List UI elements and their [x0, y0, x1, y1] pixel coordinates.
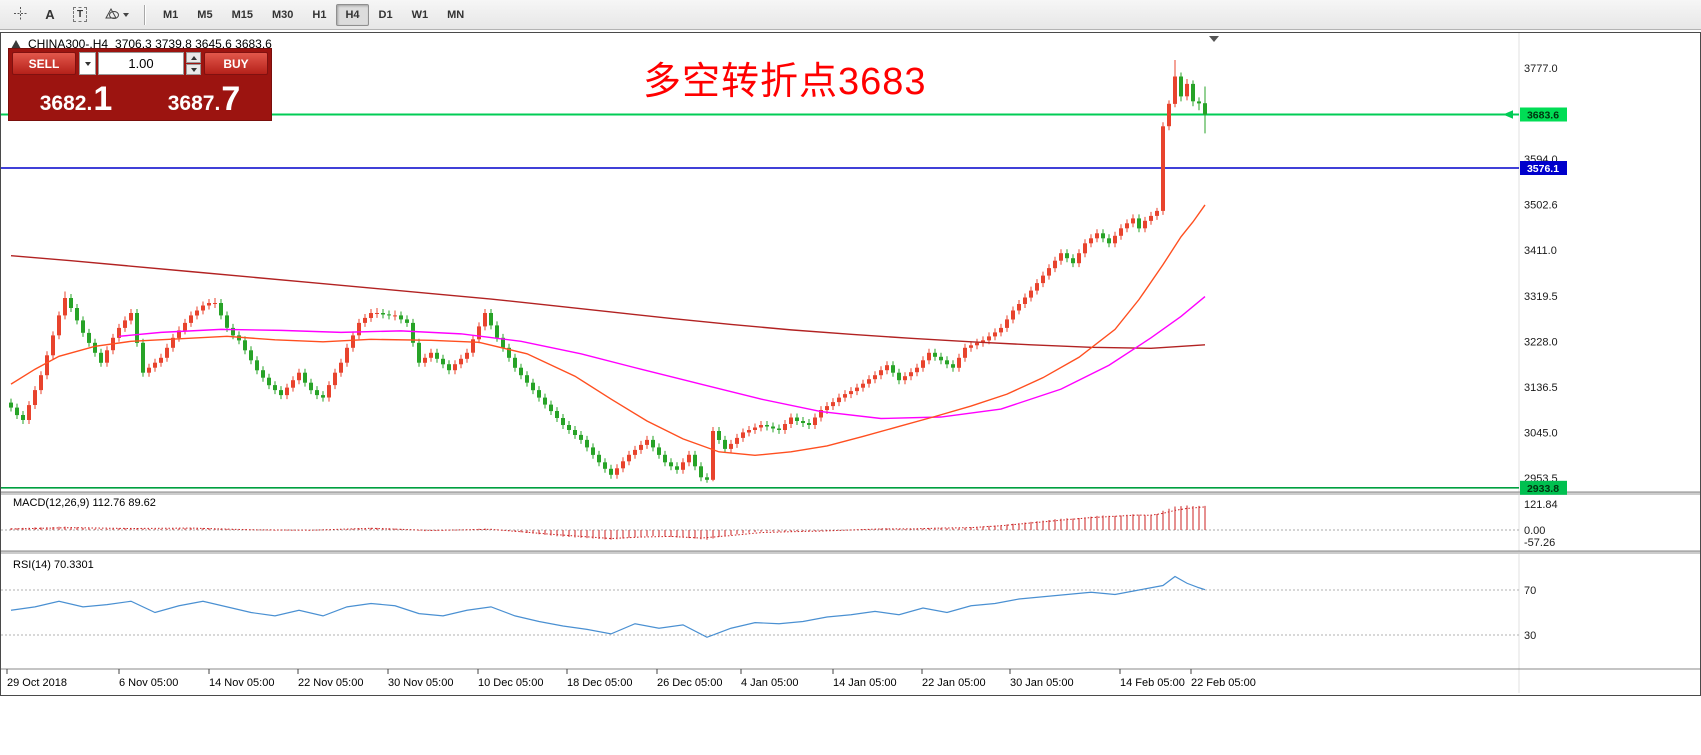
buy-price-main: 3687.	[167, 92, 221, 115]
volume-increase-button[interactable]	[186, 52, 201, 63]
buy-price: 3687. 7	[140, 75, 268, 117]
timeframe-group: M1 M5 M15 M30 H1 H4 D1 W1 MN	[154, 3, 473, 26]
timeframe-button-d1[interactable]: D1	[378, 8, 393, 21]
shapes-tool-button[interactable]	[96, 2, 136, 28]
toolbar: A T M1 M5 M15 M30 H1 H4 D1 W1 MN	[0, 0, 1701, 30]
text-box-icon: T	[72, 7, 88, 22]
ma-slow-line	[10, 255, 1206, 350]
price-badge-3576.1: 3576.1	[1520, 161, 1567, 175]
svg-text:3411.0: 3411.0	[1524, 245, 1557, 257]
svg-text:14 Nov 05:00: 14 Nov 05:00	[209, 677, 274, 689]
timeframe-button-h4[interactable]: H4	[336, 3, 369, 26]
svg-text:3319.5: 3319.5	[1524, 291, 1558, 303]
price-badge-2933.8: 2933.8	[1520, 480, 1567, 495]
svg-text:2933.8: 2933.8	[1527, 483, 1559, 495]
timeframe-button-m30[interactable]: M30	[271, 8, 294, 21]
volume-decrease-button[interactable]	[186, 64, 201, 75]
text-label-tool-button[interactable]: A	[36, 2, 64, 28]
shapes-icon	[103, 6, 120, 23]
crosshair-icon	[13, 6, 28, 24]
ohlc-values: 3706.3 3739.8 3645.6 3683.6	[115, 37, 272, 51]
svg-text:3777.0: 3777.0	[1524, 63, 1558, 75]
volume-stepper	[186, 52, 201, 75]
text-box-tool-button[interactable]: T	[66, 2, 94, 28]
volume-dropdown-button[interactable]	[79, 52, 96, 75]
price-badge-3683.6: 3683.6	[1520, 107, 1567, 122]
svg-text:0.00: 0.00	[1524, 525, 1545, 537]
timeframe-button-mn[interactable]: MN	[447, 8, 465, 21]
ma-mid-line	[118, 295, 1206, 420]
volume-group	[79, 52, 201, 75]
svg-text:6 Nov 05:00: 6 Nov 05:00	[119, 677, 178, 689]
svg-text:3045.0: 3045.0	[1524, 427, 1558, 439]
buy-price-big-digit: 7	[221, 80, 241, 119]
svg-text:30 Nov 05:00: 30 Nov 05:00	[388, 677, 453, 689]
sell-button[interactable]: SELL	[12, 52, 76, 75]
macd-indicator-label: MACD(12,26,9) 112.76 89.62	[13, 497, 156, 509]
svg-text:26 Dec 05:00: 26 Dec 05:00	[657, 677, 722, 689]
svg-text:10 Dec 05:00: 10 Dec 05:00	[478, 677, 543, 689]
candlesticks	[9, 60, 1207, 483]
pane-separator-macd-rsi	[1, 551, 1700, 554]
macd-signal-line	[10, 506, 1206, 540]
crosshair-tool-button[interactable]	[6, 2, 34, 28]
macd-histogram	[10, 505, 1206, 540]
svg-text:18 Dec 05:00: 18 Dec 05:00	[567, 677, 632, 689]
svg-text:-57.26: -57.26	[1524, 537, 1555, 549]
timeframe-button-h1[interactable]: H1	[312, 8, 327, 21]
svg-text:22 Nov 05:00: 22 Nov 05:00	[298, 677, 363, 689]
one-click-trade-panel: SELL BUY 3682. 1 3687. 7	[9, 49, 271, 120]
timeframe-button-m1[interactable]: M1	[163, 8, 179, 21]
svg-text:30: 30	[1524, 630, 1536, 642]
autoscroll-marker	[1209, 36, 1219, 42]
sell-price-main: 3682.	[39, 92, 93, 115]
chevron-down-icon	[123, 12, 129, 17]
svg-text:4 Jan 05:00: 4 Jan 05:00	[741, 677, 799, 689]
down-arrow-icon	[190, 67, 197, 72]
rsi-indicator-label: RSI(14) 70.3301	[13, 559, 94, 571]
ma-fast-line	[10, 204, 1206, 457]
chart-window[interactable]: 3777.0 3594.0 3502.6 3411.0 3319.5 3228.0 3136…	[0, 32, 1701, 696]
chart-header: CHINA300-,H4 3706.3 3739.8 3645.6 3683.6	[11, 37, 272, 51]
svg-text:14 Jan 05:00: 14 Jan 05:00	[833, 677, 897, 689]
svg-text:3502.6: 3502.6	[1524, 200, 1558, 212]
chart-symbol-icon	[11, 39, 21, 49]
svg-text:121.84: 121.84	[1524, 499, 1558, 511]
svg-text:3683.6: 3683.6	[1527, 110, 1559, 122]
svg-text:22 Jan 05:00: 22 Jan 05:00	[922, 677, 986, 689]
svg-text:70: 70	[1524, 585, 1536, 597]
toolbar-separator	[144, 4, 146, 25]
time-axis: 29 Oct 2018 6 Nov 05:00 14 Nov 05:00 22 Nov…	[6, 669, 1256, 689]
sell-price-big-digit: 1	[93, 80, 113, 119]
svg-text:29 Oct 2018: 29 Oct 2018	[7, 677, 67, 689]
rsi-line	[10, 575, 1206, 638]
svg-text:22 Feb 05:00: 22 Feb 05:00	[1191, 677, 1256, 689]
svg-text:30 Jan 05:00: 30 Jan 05:00	[1010, 677, 1074, 689]
svg-text:3228.0: 3228.0	[1524, 336, 1558, 348]
chart-annotation-text: 多空转折点3683	[643, 61, 927, 103]
svg-text:3136.5: 3136.5	[1524, 382, 1558, 394]
text-label-icon: A	[45, 7, 55, 22]
timeframe-button-m5[interactable]: M5	[197, 8, 213, 21]
volume-input[interactable]	[98, 52, 184, 75]
timeframe-button-w1[interactable]: W1	[411, 8, 429, 21]
chart-canvas[interactable]: 3777.03594.03502.63411.03319.53228.03136…	[1, 33, 1700, 693]
timeframe-button-m15[interactable]: M15	[231, 8, 253, 21]
buy-button[interactable]: BUY	[204, 52, 268, 75]
svg-text:14 Feb 05:00: 14 Feb 05:00	[1120, 677, 1185, 689]
symbol-timeframe-label: CHINA300-,H4	[28, 37, 109, 51]
up-arrow-icon	[190, 55, 197, 60]
pane-separator-main-macd	[1, 492, 1700, 495]
svg-text:3576.1: 3576.1	[1527, 163, 1559, 175]
sell-price: 3682. 1	[12, 75, 140, 117]
chevron-down-icon	[84, 61, 91, 66]
